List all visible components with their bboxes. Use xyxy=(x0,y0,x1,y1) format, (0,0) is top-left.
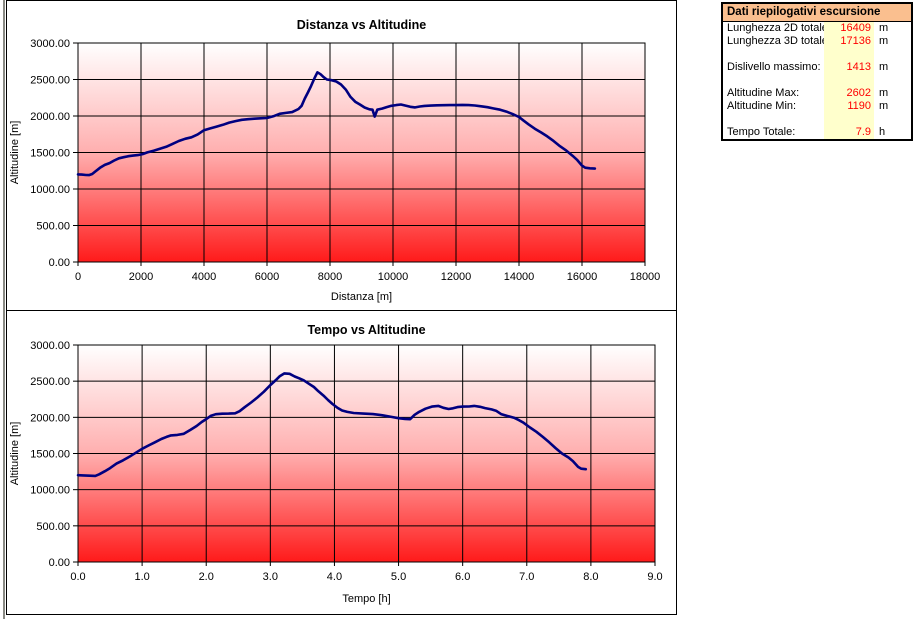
chart-object-distanza-vs-altitudine[interactable]: Distanza vs Altitudine 0 2000 4000 6000 8000 1… xyxy=(6,0,677,311)
y-tick-label: 3000.00 xyxy=(30,340,70,352)
summary-row: Altitudine Min: 1190 m xyxy=(723,100,911,113)
summary-row-unit[interactable]: m xyxy=(879,35,889,47)
summary-row xyxy=(723,113,911,126)
chart-title: Tempo vs Altitudine xyxy=(307,323,425,337)
x-axis-label: Tempo [h] xyxy=(342,593,390,605)
x-tick-label: 4.0 xyxy=(327,571,342,583)
x-tick-label: 0.0 xyxy=(70,571,85,583)
altitude-profile-line xyxy=(76,71,597,177)
summary-row-unit[interactable] xyxy=(874,48,911,61)
plot-border xyxy=(77,42,646,263)
x-tick-label: 10000 xyxy=(378,271,409,283)
x-tick-label: 6000 xyxy=(255,271,279,283)
summary-row-value[interactable]: 7.9 xyxy=(824,126,874,139)
window-left-edge xyxy=(3,0,5,619)
x-tick-label: 1.0 xyxy=(134,571,149,583)
summary-row-unit[interactable]: m xyxy=(879,22,889,34)
summary-row-value[interactable] xyxy=(824,74,874,87)
summary-row-label[interactable] xyxy=(723,113,824,126)
summary-row-label[interactable]: Altitudine Max: xyxy=(727,87,800,99)
y-tick-label: 500.00 xyxy=(36,521,70,533)
summary-rows: Lunghezza 2D totale: 16409 m Lunghezza 3D t… xyxy=(723,22,911,139)
summary-row xyxy=(723,48,911,61)
summary-row-label[interactable]: Dislivello massimo: xyxy=(727,61,821,73)
summary-row xyxy=(723,74,911,87)
summary-panel-title: Dati riepilogativi escursione xyxy=(723,4,911,22)
summary-row-label[interactable] xyxy=(723,74,824,87)
y-axis-label: Altitudine [m] xyxy=(9,121,21,185)
y-axis-label: Altitudine [m] xyxy=(9,422,21,486)
plot-border xyxy=(77,344,656,563)
x-tick-label: 7.0 xyxy=(519,571,534,583)
y-tick-label: 1500.00 xyxy=(30,148,70,160)
summary-row: Lunghezza 3D totale: 17136 m xyxy=(723,35,911,48)
x-tick-label: 14000 xyxy=(504,271,535,283)
y-tick-label: 2000.00 xyxy=(30,412,70,424)
x-tick-label: 0 xyxy=(75,271,81,283)
summary-row-label[interactable]: Tempo Totale: xyxy=(727,126,796,138)
summary-row-value[interactable]: 17136 xyxy=(824,35,874,48)
summary-row-value[interactable]: 1413 xyxy=(824,61,874,74)
summary-row-value[interactable] xyxy=(824,113,874,126)
chart-object-tempo-vs-altitudine[interactable]: Tempo vs Altitudine 0.0 1.0 2.0 3.0 4.0 5.0 6.0… xyxy=(6,310,677,615)
x-tick-label: 6.0 xyxy=(455,571,470,583)
x-tick-label: 4000 xyxy=(192,271,216,283)
x-tick-label: 8000 xyxy=(318,271,342,283)
summary-row: Tempo Totale: 7.9 h xyxy=(723,126,911,139)
x-axis-label: Distanza [m] xyxy=(331,291,392,303)
y-tick-label: 1000.00 xyxy=(30,184,70,196)
x-tick-label: 2.0 xyxy=(199,571,214,583)
summary-row-unit[interactable] xyxy=(874,113,911,126)
summary-panel: Dati riepilogativi escursione Lunghezza … xyxy=(721,2,913,141)
summary-row: Altitudine Max: 2602 m xyxy=(723,87,911,100)
chart-title: Distanza vs Altitudine xyxy=(297,18,426,32)
y-tick-label: 1000.00 xyxy=(30,485,70,497)
summary-row: Dislivello massimo: 1413 m xyxy=(723,61,911,74)
summary-row-unit[interactable] xyxy=(874,74,911,87)
x-tick-label: 3.0 xyxy=(263,571,278,583)
summary-row-label[interactable] xyxy=(723,48,824,61)
summary-row-value[interactable]: 16409 xyxy=(824,22,874,35)
summary-row-label[interactable]: Lunghezza 3D totale: xyxy=(727,35,824,47)
y-tick-label: 0.00 xyxy=(49,257,70,269)
summary-row-value[interactable] xyxy=(824,48,874,61)
y-tick-label: 2500.00 xyxy=(30,75,70,87)
summary-row-value[interactable]: 1190 xyxy=(824,100,874,113)
altitude-profile-line xyxy=(76,372,588,478)
y-tick-label: 2000.00 xyxy=(30,111,70,123)
y-tick-label: 1500.00 xyxy=(30,449,70,461)
y-tick-label: 2500.00 xyxy=(30,376,70,388)
summary-row-unit[interactable]: m xyxy=(879,61,889,73)
tempo-altitudine-chart: Tempo vs Altitudine 0.0 1.0 2.0 3.0 4.0 5.0 6.0… xyxy=(9,323,663,605)
summary-row-unit[interactable]: h xyxy=(879,126,886,138)
x-tick-label: 9.0 xyxy=(647,571,662,583)
x-tick-label: 2000 xyxy=(129,271,153,283)
distanza-altitudine-chart: Distanza vs Altitudine 0 2000 4000 6000 8000 1… xyxy=(9,18,661,303)
summary-row-label[interactable]: Altitudine Min: xyxy=(727,100,797,112)
y-tick-label: 3000.00 xyxy=(30,38,70,50)
y-tick-label: 500.00 xyxy=(36,221,70,233)
summary-row: Lunghezza 2D totale: 16409 m xyxy=(723,22,911,35)
x-tick-label: 5.0 xyxy=(391,571,406,583)
summary-row-value[interactable]: 2602 xyxy=(824,87,874,100)
x-tick-label: 12000 xyxy=(441,271,472,283)
summary-row-label[interactable]: Lunghezza 2D totale: xyxy=(727,22,824,34)
summary-row-unit[interactable]: m xyxy=(879,100,889,112)
x-tick-label: 18000 xyxy=(630,271,661,283)
summary-row-unit[interactable]: m xyxy=(879,87,889,99)
x-tick-label: 16000 xyxy=(567,271,598,283)
y-tick-label: 0.00 xyxy=(49,557,70,569)
x-tick-label: 8.0 xyxy=(583,571,598,583)
